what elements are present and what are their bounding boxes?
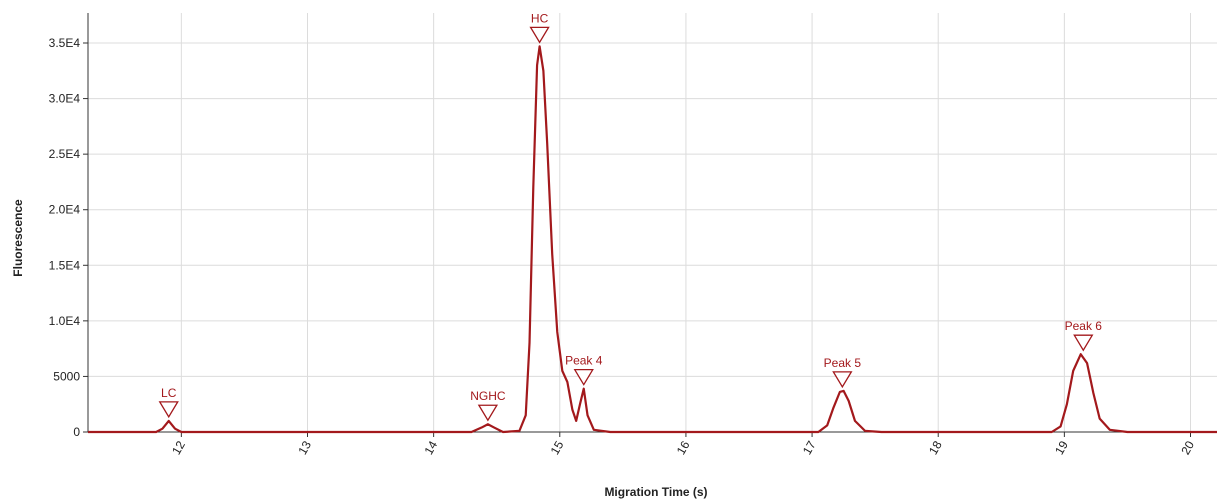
x-tick-label: 19 (1052, 438, 1071, 457)
peak-label: LC (161, 386, 177, 400)
x-tick-label: 15 (548, 438, 567, 457)
peak-label: Peak 5 (824, 356, 862, 370)
x-axis-label: Migration Time (s) (604, 485, 707, 499)
y-tick-label: 5000 (53, 369, 80, 383)
peak-label: NGHC (470, 389, 506, 403)
peak-marker (477, 404, 499, 422)
peak-marker (832, 371, 853, 389)
peak-marker (158, 401, 179, 419)
y-tick-label: 1.0E4 (49, 314, 81, 328)
peak-marker (529, 26, 550, 44)
y-tick-label: 3.0E4 (49, 92, 81, 106)
x-tick-label: 18 (926, 438, 945, 457)
x-tick-label: 17 (800, 438, 819, 457)
x-tick-label: 12 (169, 438, 188, 457)
peak-marker (1073, 334, 1094, 352)
peak-label: HC (531, 11, 549, 25)
x-tick-label: 14 (421, 438, 440, 457)
y-axis-label: Fluorescence (11, 199, 25, 277)
peak-marker (573, 369, 594, 386)
y-tick-label: 3.5E4 (49, 36, 81, 50)
x-tick-label: 16 (674, 438, 693, 457)
x-tick-label: 20 (1178, 438, 1197, 457)
peak-label: Peak 4 (565, 354, 603, 368)
y-tick-label: 0 (73, 425, 80, 439)
peak-label: Peak 6 (1065, 319, 1103, 333)
y-tick-label: 2.5E4 (49, 147, 81, 161)
trace-line (88, 45, 1217, 434)
y-tick-label: 1.5E4 (49, 258, 81, 272)
y-tick-label: 2.0E4 (49, 203, 81, 217)
x-tick-label: 13 (295, 438, 314, 457)
